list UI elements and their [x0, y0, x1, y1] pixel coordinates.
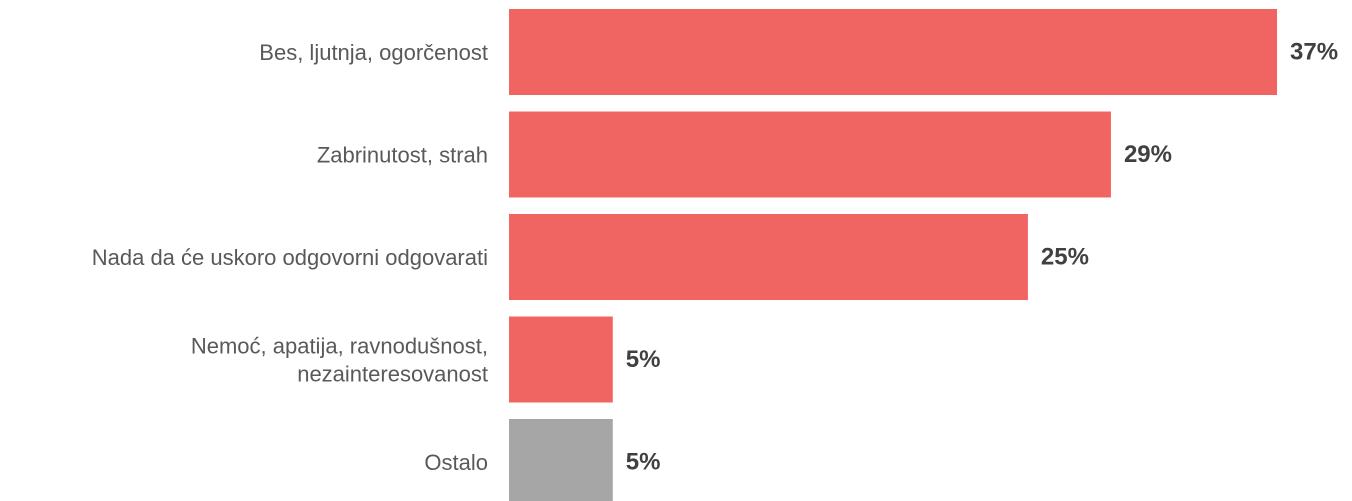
value-label-2: 25% [1041, 244, 1089, 271]
category-label-1: Zabrinutost, strah [317, 142, 488, 167]
bar-1 [509, 112, 1111, 198]
bar-3 [509, 317, 613, 403]
category-label-3: Nemoć, apatija, ravnodušnost, nezainteres… [191, 333, 488, 386]
value-label-1: 29% [1124, 141, 1172, 168]
bar-4 [509, 419, 613, 501]
bar-0 [509, 9, 1277, 95]
value-label-0: 37% [1290, 39, 1338, 66]
value-label-4: 5% [626, 449, 661, 476]
category-label-4: Ostalo [424, 450, 488, 475]
value-label-3: 5% [626, 346, 661, 373]
bar-2 [509, 214, 1028, 300]
category-label-0: Bes, ljutnja, ogorčenost [259, 40, 488, 65]
category-label-2: Nada da će uskoro odgovorni odgovarati [92, 245, 488, 270]
